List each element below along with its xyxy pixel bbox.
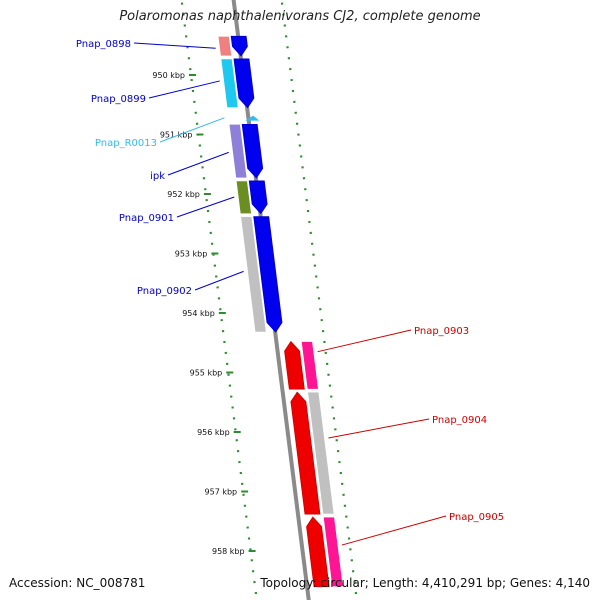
gene-arrow[interactable] xyxy=(241,123,264,179)
gene-arrow[interactable] xyxy=(248,180,268,215)
cog-bar xyxy=(307,391,335,515)
cog-bar xyxy=(217,36,232,57)
tick-label: 953 kbp xyxy=(175,250,208,259)
cog-bar xyxy=(323,516,344,588)
tick-track-left xyxy=(180,0,258,600)
gene-arrow[interactable] xyxy=(253,216,283,333)
gene-label[interactable]: ipk xyxy=(150,171,165,182)
tick-track-right xyxy=(280,0,358,600)
tick-label: 958 kbp xyxy=(212,547,245,556)
gene-label[interactable]: Pnap_0902 xyxy=(137,286,192,297)
gene-layer xyxy=(217,35,344,588)
tick-layer: 950 kbp 951 kbp 952 kbp 953 kbp 954 kbp 955 k… xyxy=(152,0,358,600)
cog-bar xyxy=(220,58,239,109)
gene-leader-line xyxy=(317,329,412,353)
gene-leader-line xyxy=(148,80,220,99)
gene-leader-line xyxy=(167,151,229,176)
gene-arrow[interactable] xyxy=(284,340,305,390)
gene-arrow[interactable] xyxy=(306,516,330,588)
genome-stats-text: Topology: circular; Length: 4,410,291 bp… xyxy=(260,576,590,590)
tick-label: 952 kbp xyxy=(167,190,200,199)
gene-label[interactable]: Pnap_0898 xyxy=(76,39,131,50)
tick-label: 950 kbp xyxy=(152,71,185,80)
gene-arrow[interactable] xyxy=(245,115,260,121)
gene-label[interactable]: Pnap_R0013 xyxy=(95,138,157,149)
gene-leader-line xyxy=(133,42,216,49)
cog-bar xyxy=(228,124,248,179)
gene-label[interactable]: Pnap_0901 xyxy=(119,213,174,224)
cog-bar xyxy=(235,180,252,214)
cog-bar xyxy=(240,216,267,333)
tick-label: 957 kbp xyxy=(205,488,238,497)
gene-label[interactable]: Pnap_0899 xyxy=(91,94,146,105)
gene-leader-line xyxy=(176,196,235,218)
gene-label[interactable]: Pnap_0904 xyxy=(432,415,487,426)
gene-label[interactable]: Pnap_0903 xyxy=(414,326,469,337)
tick-label: 956 kbp xyxy=(197,428,230,437)
gene-arrow[interactable] xyxy=(233,58,255,109)
map-title: Polaromonas naphthalenivorans CJ2, compl… xyxy=(119,9,481,24)
gene-arrow[interactable] xyxy=(230,35,248,57)
gene-leader-line xyxy=(194,270,244,291)
accession-text: Accession: NC_008781 xyxy=(9,576,146,590)
cog-bar xyxy=(301,341,319,390)
gene-label[interactable]: Pnap_0905 xyxy=(449,512,504,523)
tick-label: 954 kbp xyxy=(182,309,215,318)
gene-leader-line xyxy=(341,515,447,546)
gene-leader-line xyxy=(328,418,430,439)
tick-label: 955 kbp xyxy=(190,369,223,378)
tick-label: 951 kbp xyxy=(160,131,193,140)
gene-arrow[interactable] xyxy=(290,391,321,515)
gene-leader-line xyxy=(159,117,225,143)
